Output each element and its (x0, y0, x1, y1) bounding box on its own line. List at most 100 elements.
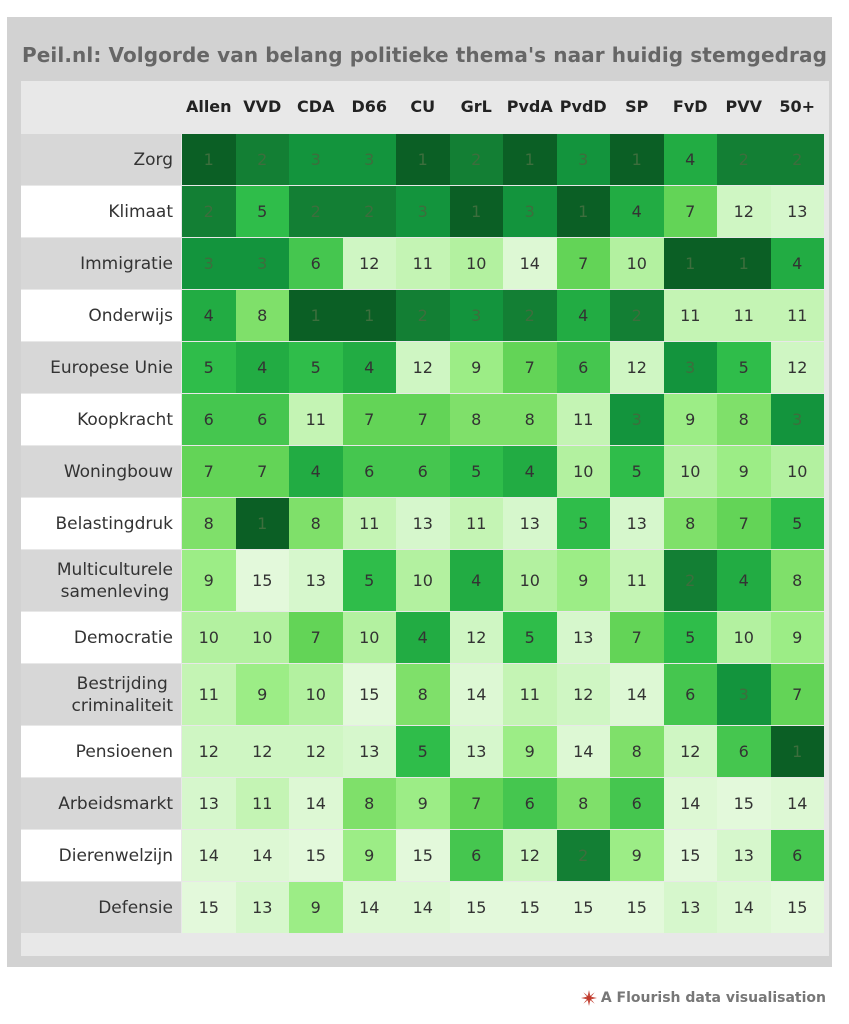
heatmap-cell: 3 (663, 342, 717, 393)
flourish-credit[interactable]: A Flourish data visualisation (580, 990, 826, 1006)
heatmap-cell: 13 (503, 498, 557, 549)
column-header-vvd: VVD (243, 97, 282, 116)
row-label: Belastingdruk (21, 498, 181, 549)
heatmap-cell: 3 (556, 134, 610, 185)
heatmap-cell: 14 (556, 726, 610, 777)
heatmap-cell: 4 (449, 550, 503, 611)
heatmap-cell: 10 (449, 238, 503, 289)
heatmap-cell: 7 (503, 342, 557, 393)
row-label: Klimaat (21, 186, 181, 237)
row-label: Dierenwelzijn (21, 830, 181, 881)
heatmap-cell: 12 (610, 342, 664, 393)
heatmap-cell: 1 (717, 238, 771, 289)
heatmap-cell: 1 (289, 290, 343, 341)
row-label: Zorg (21, 134, 181, 185)
column-header-50: 50+ (779, 97, 816, 116)
heatmap-cell: 6 (770, 830, 824, 881)
row-label: Onderwijs (21, 290, 181, 341)
heatmap-cell: 10 (342, 612, 396, 663)
heatmap-cell: 2 (289, 186, 343, 237)
heatmap-cell: 5 (342, 550, 396, 611)
heatmap-cell: 14 (449, 664, 503, 725)
heatmap-cell: 11 (770, 290, 824, 341)
heatmap-cell: 14 (610, 664, 664, 725)
heatmap-cell: 5 (717, 342, 771, 393)
heatmap-cell: 7 (396, 394, 450, 445)
row-label: Multiculturele samenleving (21, 550, 181, 611)
row-label: Democratie (21, 612, 181, 663)
heatmap-cell: 13 (449, 726, 503, 777)
heatmap-cell: 12 (717, 186, 771, 237)
heatmap-cell: 11 (449, 498, 503, 549)
heatmap-cell: 10 (610, 238, 664, 289)
heatmap-cell: 3 (770, 394, 824, 445)
heatmap-cell: 3 (182, 238, 236, 289)
column-header-pvdd: PvdD (559, 97, 607, 116)
heatmap-cell: 6 (503, 778, 557, 829)
heatmap-cell: 10 (396, 550, 450, 611)
heatmap-cell: 5 (235, 186, 289, 237)
heatmap-cell: 13 (235, 882, 289, 933)
column-header-fvd: FvD (672, 97, 708, 116)
heatmap-cell: 15 (235, 550, 289, 611)
heatmap-table: Allen VVD CDA D66 CU GrL PvdA PvdD SP FvD PVV 50+ Zo… (21, 81, 829, 956)
heatmap-cell: 8 (610, 726, 664, 777)
heatmap-cell: 6 (449, 830, 503, 881)
row-label: Europese Unie (21, 342, 181, 393)
heatmap-cell: 4 (289, 446, 343, 497)
row-label: Woningbouw (21, 446, 181, 497)
heatmap-cell: 15 (342, 664, 396, 725)
heatmap-cell: 15 (717, 778, 771, 829)
heatmap-cell: 12 (235, 726, 289, 777)
credit-text: A Flourish data visualisation (600, 990, 826, 1006)
heatmap-cell: 6 (610, 778, 664, 829)
heatmap-cell: 12 (770, 342, 824, 393)
heatmap-cell: 3 (396, 186, 450, 237)
heatmap-cell: 4 (770, 238, 824, 289)
chart-title: Peil.nl: Volgorde van belang politieke t… (22, 43, 828, 67)
heatmap-cell: 7 (556, 238, 610, 289)
heatmap-cell: 5 (770, 498, 824, 549)
heatmap-cell: 8 (663, 498, 717, 549)
heatmap-cell: 9 (663, 394, 717, 445)
heatmap-cell: 8 (289, 498, 343, 549)
heatmap-cell: 8 (770, 550, 824, 611)
heatmap-cell: 5 (396, 726, 450, 777)
heatmap-cell: 10 (717, 612, 771, 663)
column-header-d66: D66 (351, 97, 388, 116)
heatmap-cell: 9 (503, 726, 557, 777)
heatmap-cell: 1 (503, 134, 557, 185)
column-header-cu: CU (410, 97, 436, 116)
heatmap-cell: 15 (556, 882, 610, 933)
heatmap-cell: 7 (717, 498, 771, 549)
column-header-sp: SP (625, 97, 649, 116)
heatmap-cell: 6 (235, 394, 289, 445)
heatmap-cell: 2 (396, 290, 450, 341)
heatmap-cell: 13 (663, 882, 717, 933)
heatmap-cell: 8 (342, 778, 396, 829)
heatmap-cell: 11 (182, 664, 236, 725)
heatmap-cell: 14 (182, 830, 236, 881)
heatmap-cell: 12 (182, 726, 236, 777)
column-header-grl: GrL (460, 97, 492, 116)
heatmap-cell: 9 (556, 550, 610, 611)
heatmap-cell: 5 (182, 342, 236, 393)
heatmap-cell: 13 (610, 498, 664, 549)
heatmap-cell: 4 (396, 612, 450, 663)
heatmap-cell: 9 (342, 830, 396, 881)
heatmap-cell: 8 (182, 498, 236, 549)
heatmap-cell: 5 (610, 446, 664, 497)
heatmap-cell: 15 (289, 830, 343, 881)
heatmap-cell: 14 (717, 882, 771, 933)
heatmap-cell: 2 (503, 290, 557, 341)
heatmap-cell: 7 (663, 186, 717, 237)
heatmap-cell: 11 (610, 550, 664, 611)
heatmap-cell: 10 (770, 446, 824, 497)
heatmap-cell: 5 (503, 612, 557, 663)
heatmap-cell: 12 (556, 664, 610, 725)
heatmap-cell: 12 (342, 238, 396, 289)
heatmap-cell: 7 (289, 612, 343, 663)
heatmap-cell: 9 (717, 446, 771, 497)
heatmap-cell: 6 (396, 446, 450, 497)
heatmap-cell: 6 (289, 238, 343, 289)
